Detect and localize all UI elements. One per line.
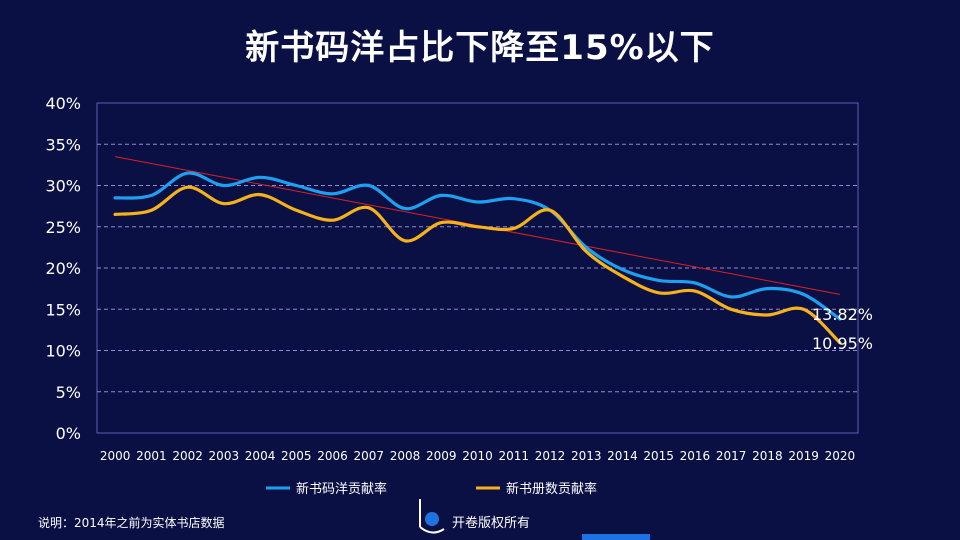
series-line-2 [113,185,842,345]
x-tick-label: 2013 [571,449,602,463]
x-tick-label: 2015 [643,449,674,463]
data-label-2: 10.95% [812,334,873,353]
y-tick-label: 35% [45,135,81,154]
x-tick-label: 2009 [426,449,457,463]
y-tick-label: 25% [45,218,81,237]
x-tick-label: 2011 [498,449,529,463]
x-tick-label: 2000 [100,449,131,463]
kaijuan-logo-icon [419,499,445,534]
x-tick-label: 2019 [788,449,819,463]
series-line-1 [113,171,842,321]
x-tick-label: 2018 [752,449,783,463]
legend-label-1: 新书码洋贡献率 [296,481,387,497]
footnote: 说明：2014年之前为实体书店数据 [38,516,225,530]
x-tick-label: 2014 [607,449,638,463]
data-label-1: 13.82% [812,305,873,324]
y-tick-label: 10% [45,342,81,361]
y-tick-label: 20% [45,259,81,278]
x-tick-label: 2016 [680,449,711,463]
x-tick-label: 2002 [172,449,203,463]
x-tick-label: 2010 [462,449,493,463]
x-tick-label: 2020 [825,449,856,463]
x-tick-label: 2004 [245,449,276,463]
y-tick-label: 0% [56,424,81,443]
x-tick-label: 2006 [317,449,348,463]
y-tick-label: 40% [45,94,81,113]
x-tick-label: 2001 [136,449,167,463]
accent-bar [582,534,650,540]
legend-label-2: 新书册数贡献率 [506,481,597,497]
copyright-text: 开卷版权所有 [452,516,531,531]
x-tick-label: 2003 [209,449,240,463]
y-tick-label: 15% [45,300,81,319]
x-tick-label: 2007 [354,449,385,463]
x-tick-label: 2012 [535,449,566,463]
chart-title: 新书码洋占比下降至15%以下 [245,28,715,68]
x-tick-label: 2008 [390,449,421,463]
y-tick-label: 30% [45,177,81,196]
x-tick-label: 2005 [281,449,312,463]
y-tick-label: 5% [56,383,81,402]
x-tick-label: 2017 [716,449,747,463]
